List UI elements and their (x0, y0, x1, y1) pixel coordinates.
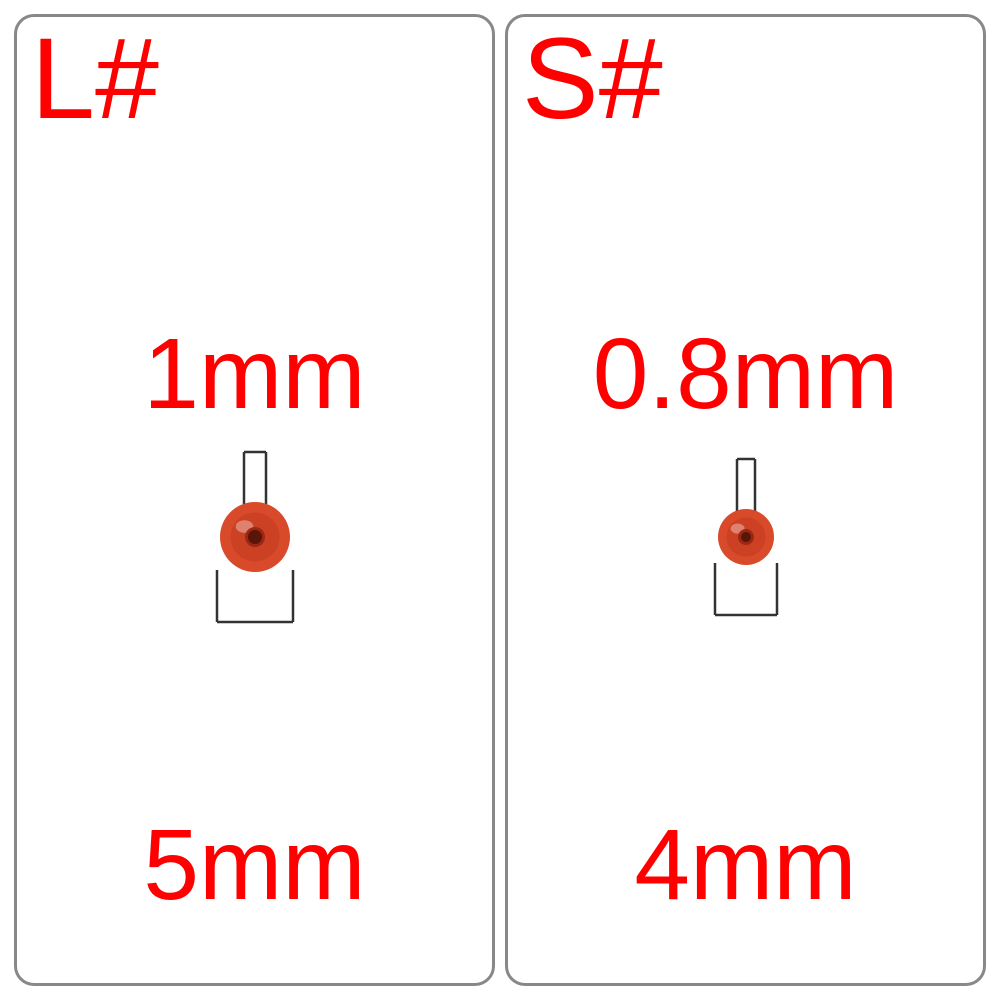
panel-large: L# 1mm 5mm (14, 14, 495, 986)
hole-diameter-large: 1mm (17, 317, 492, 432)
size-label-small: S# (522, 22, 663, 137)
bead-diagram-large (195, 437, 315, 642)
comparison-container: L# 1mm 5mm S# 0.8mm 4mm (0, 0, 1000, 1000)
outer-diameter-small: 4mm (508, 808, 983, 923)
panel-small: S# 0.8mm 4mm (505, 14, 986, 986)
size-label-large: L# (31, 22, 159, 137)
bead-diagram-small (686, 437, 806, 642)
outer-diameter-large: 5mm (17, 808, 492, 923)
hole-diameter-small: 0.8mm (508, 317, 983, 432)
